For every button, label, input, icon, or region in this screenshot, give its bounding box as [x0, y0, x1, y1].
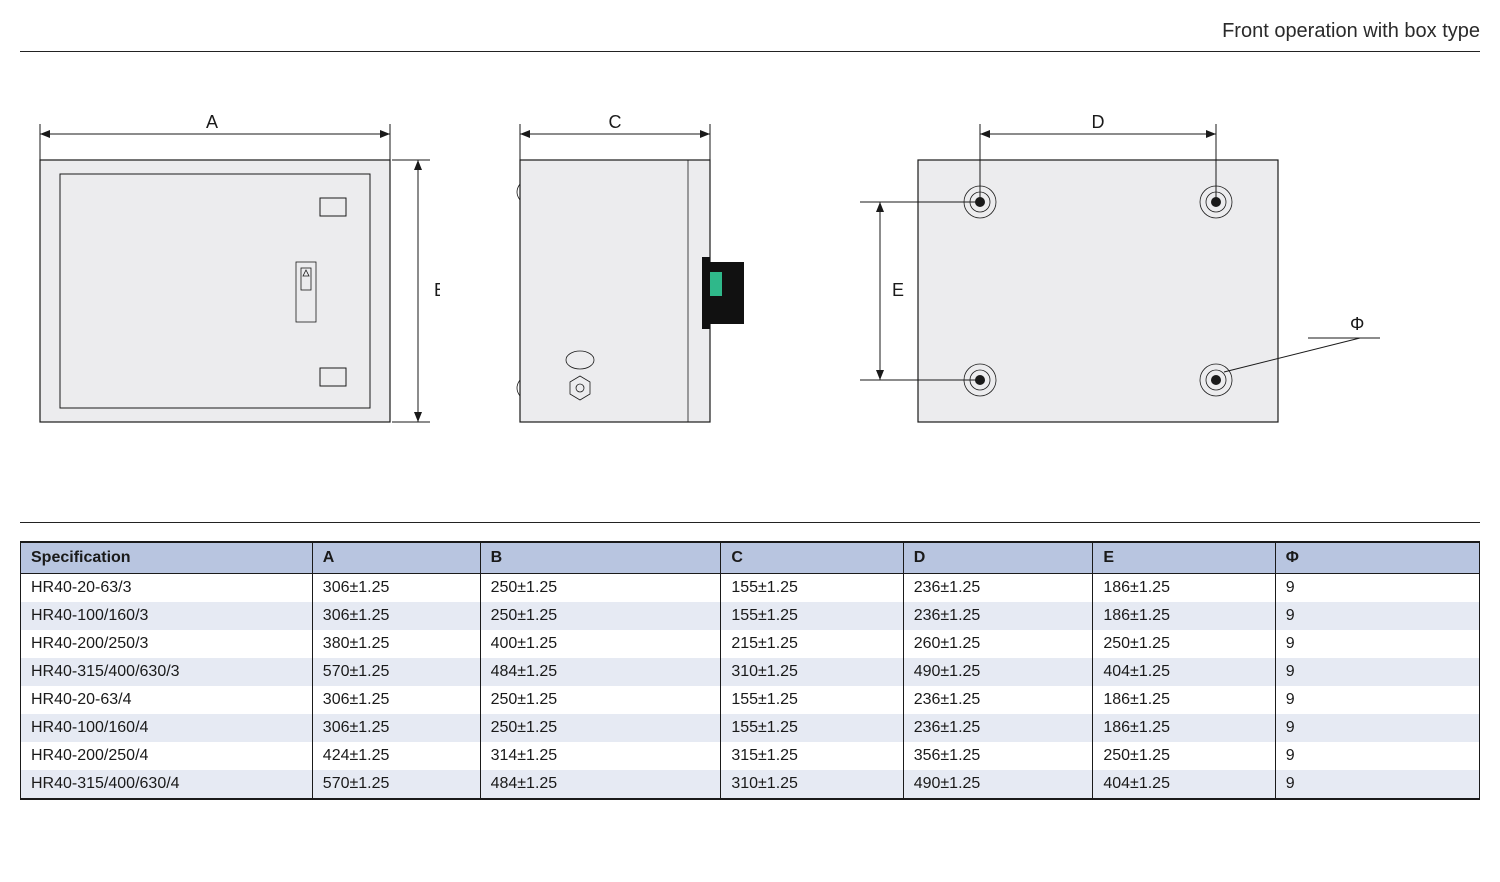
table-cell: HR40-100/160/3: [21, 602, 313, 630]
table-cell: 314±1.25: [480, 742, 721, 770]
dim-label-d: D: [1092, 112, 1105, 132]
table-cell: 260±1.25: [903, 630, 1093, 658]
table-cell: 570±1.25: [312, 770, 480, 799]
table-cell: 404±1.25: [1093, 658, 1275, 686]
table-row: HR40-200/250/4424±1.25314±1.25315±1.2535…: [21, 742, 1480, 770]
table-cell: 356±1.25: [903, 742, 1093, 770]
table-cell: 306±1.25: [312, 686, 480, 714]
table-cell: 250±1.25: [480, 714, 721, 742]
table-header: B: [480, 542, 721, 574]
table-cell: 186±1.25: [1093, 602, 1275, 630]
table-row: HR40-20-63/3306±1.25250±1.25155±1.25236±…: [21, 574, 1480, 603]
diagram-back: D E: [840, 112, 1400, 452]
dim-label-b: B: [434, 280, 440, 300]
table-cell: HR40-200/250/4: [21, 742, 313, 770]
spec-table: SpecificationABCDEΦ HR40-20-63/3306±1.25…: [20, 541, 1480, 800]
table-cell: 400±1.25: [480, 630, 721, 658]
table-header: Φ: [1275, 542, 1479, 574]
table-cell: 155±1.25: [721, 714, 903, 742]
table-cell: 186±1.25: [1093, 574, 1275, 603]
table-cell: 155±1.25: [721, 686, 903, 714]
table-cell: 250±1.25: [480, 686, 721, 714]
table-cell: 250±1.25: [480, 574, 721, 603]
table-cell: 9: [1275, 658, 1479, 686]
diagram-row: A B: [20, 52, 1480, 492]
table-cell: 490±1.25: [903, 770, 1093, 799]
diagram-side: C: [480, 112, 800, 452]
dim-label-a: A: [206, 112, 218, 132]
table-header: Specification: [21, 542, 313, 574]
table-cell: 250±1.25: [480, 602, 721, 630]
table-header: C: [721, 542, 903, 574]
dim-label-e: E: [892, 280, 904, 300]
table-cell: 186±1.25: [1093, 686, 1275, 714]
table-cell: 9: [1275, 602, 1479, 630]
table-cell: 155±1.25: [721, 574, 903, 603]
table-cell: 306±1.25: [312, 714, 480, 742]
table-cell: 236±1.25: [903, 602, 1093, 630]
table-cell: 186±1.25: [1093, 714, 1275, 742]
table-cell: 9: [1275, 630, 1479, 658]
table-cell: 380±1.25: [312, 630, 480, 658]
table-cell: 310±1.25: [721, 658, 903, 686]
table-cell: 484±1.25: [480, 658, 721, 686]
table-cell: HR40-20-63/4: [21, 686, 313, 714]
page-title: Front operation with box type: [20, 20, 1480, 52]
table-cell: 404±1.25: [1093, 770, 1275, 799]
table-row: HR40-100/160/4306±1.25250±1.25155±1.2523…: [21, 714, 1480, 742]
table-cell: 236±1.25: [903, 574, 1093, 603]
table-header: A: [312, 542, 480, 574]
table-cell: 9: [1275, 770, 1479, 799]
table-cell: 490±1.25: [903, 658, 1093, 686]
dim-label-phi: Φ: [1350, 314, 1364, 334]
table-cell: 424±1.25: [312, 742, 480, 770]
table-cell: 315±1.25: [721, 742, 903, 770]
table-cell: HR40-20-63/3: [21, 574, 313, 603]
table-cell: 9: [1275, 714, 1479, 742]
table-cell: HR40-315/400/630/4: [21, 770, 313, 799]
table-cell: 306±1.25: [312, 574, 480, 603]
table-cell: 484±1.25: [480, 770, 721, 799]
table-row: HR40-100/160/3306±1.25250±1.25155±1.2523…: [21, 602, 1480, 630]
dim-label-c: C: [609, 112, 622, 132]
table-cell: 570±1.25: [312, 658, 480, 686]
table-cell: HR40-200/250/3: [21, 630, 313, 658]
table-cell: 9: [1275, 686, 1479, 714]
table-cell: 236±1.25: [903, 686, 1093, 714]
table-row: HR40-315/400/630/3570±1.25484±1.25310±1.…: [21, 658, 1480, 686]
table-cell: 306±1.25: [312, 602, 480, 630]
table-cell: 9: [1275, 574, 1479, 603]
table-cell: 155±1.25: [721, 602, 903, 630]
table-cell: 215±1.25: [721, 630, 903, 658]
section-separator: [20, 522, 1480, 523]
table-cell: 250±1.25: [1093, 630, 1275, 658]
table-cell: HR40-315/400/630/3: [21, 658, 313, 686]
table-cell: HR40-100/160/4: [21, 714, 313, 742]
table-header: E: [1093, 542, 1275, 574]
table-cell: 9: [1275, 742, 1479, 770]
table-row: HR40-20-63/4306±1.25250±1.25155±1.25236±…: [21, 686, 1480, 714]
diagram-front: A B: [20, 112, 440, 452]
table-row: HR40-315/400/630/4570±1.25484±1.25310±1.…: [21, 770, 1480, 799]
table-row: HR40-200/250/3380±1.25400±1.25215±1.2526…: [21, 630, 1480, 658]
table-cell: 236±1.25: [903, 714, 1093, 742]
table-cell: 250±1.25: [1093, 742, 1275, 770]
table-cell: 310±1.25: [721, 770, 903, 799]
table-header: D: [903, 542, 1093, 574]
